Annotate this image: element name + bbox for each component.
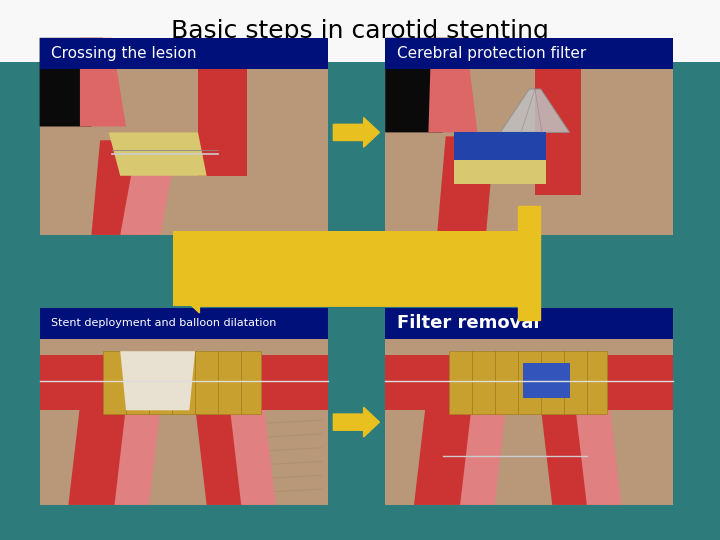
Polygon shape xyxy=(414,406,477,505)
FancyBboxPatch shape xyxy=(385,308,673,505)
Polygon shape xyxy=(575,406,621,505)
Polygon shape xyxy=(68,406,132,505)
FancyBboxPatch shape xyxy=(0,0,720,62)
Polygon shape xyxy=(454,132,546,160)
FancyBboxPatch shape xyxy=(40,308,328,339)
Polygon shape xyxy=(40,38,103,126)
Polygon shape xyxy=(428,38,477,132)
Text: Filter removal: Filter removal xyxy=(397,314,539,333)
Polygon shape xyxy=(230,406,276,505)
Polygon shape xyxy=(195,406,247,505)
FancyBboxPatch shape xyxy=(385,355,673,410)
FancyBboxPatch shape xyxy=(449,351,607,414)
Polygon shape xyxy=(120,351,195,410)
Polygon shape xyxy=(460,406,506,505)
FancyBboxPatch shape xyxy=(385,308,673,339)
FancyBboxPatch shape xyxy=(103,351,261,414)
FancyArrow shape xyxy=(333,118,379,147)
Polygon shape xyxy=(535,38,581,195)
FancyBboxPatch shape xyxy=(385,38,673,235)
Polygon shape xyxy=(198,38,247,176)
FancyBboxPatch shape xyxy=(173,231,540,306)
FancyArrow shape xyxy=(518,206,540,240)
Polygon shape xyxy=(385,38,454,132)
Polygon shape xyxy=(541,406,593,505)
Polygon shape xyxy=(114,406,161,505)
Polygon shape xyxy=(109,132,207,176)
Polygon shape xyxy=(500,89,570,132)
Polygon shape xyxy=(454,156,546,184)
FancyArrow shape xyxy=(333,407,379,437)
Polygon shape xyxy=(91,140,149,235)
Text: Stent deployment and balloon dilatation: Stent deployment and balloon dilatation xyxy=(51,319,276,328)
Polygon shape xyxy=(120,140,178,235)
FancyBboxPatch shape xyxy=(385,38,673,69)
FancyBboxPatch shape xyxy=(40,308,328,505)
Polygon shape xyxy=(437,137,495,235)
FancyBboxPatch shape xyxy=(40,38,328,69)
FancyArrow shape xyxy=(518,239,540,320)
Polygon shape xyxy=(523,363,570,399)
FancyBboxPatch shape xyxy=(40,355,328,410)
Text: Basic steps in carotid stenting: Basic steps in carotid stenting xyxy=(171,19,549,43)
Text: Cerebral protection filter: Cerebral protection filter xyxy=(397,46,586,61)
FancyArrow shape xyxy=(184,283,529,313)
FancyBboxPatch shape xyxy=(40,38,328,235)
Polygon shape xyxy=(80,38,126,126)
Text: Crossing the lesion: Crossing the lesion xyxy=(51,46,197,61)
